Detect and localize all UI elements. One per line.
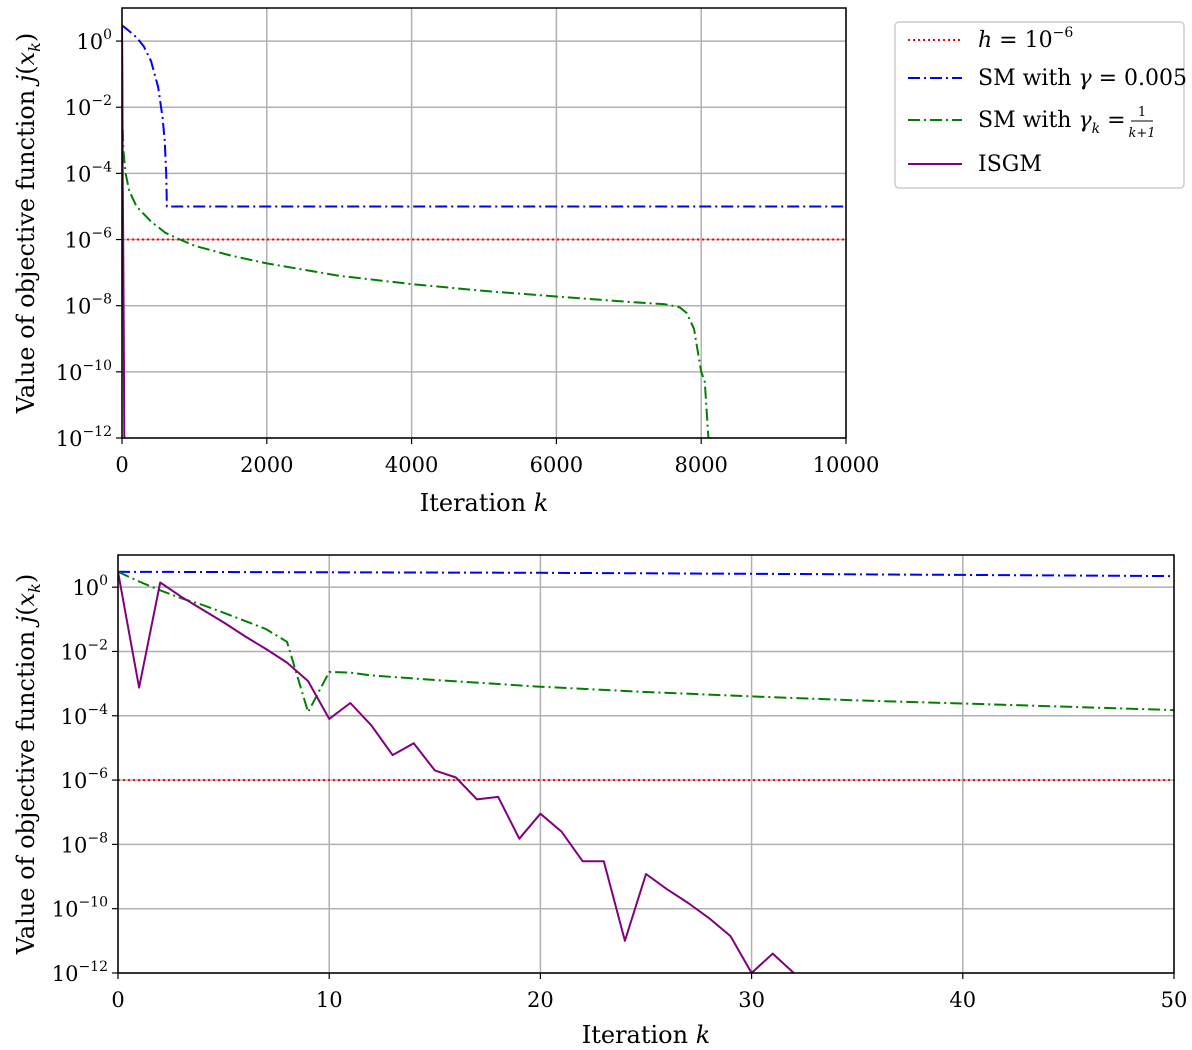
bottom-x-tick-label-30: 30 bbox=[738, 988, 765, 1012]
top-series-sm-diminishing bbox=[122, 107, 711, 438]
top-y-tick-label--4: 10−4 bbox=[65, 159, 112, 186]
top-y-tick-label-0: 100 bbox=[76, 27, 112, 54]
top-y-tick-label--10: 10−10 bbox=[56, 358, 112, 385]
bottom-x-tick-label-0: 0 bbox=[111, 988, 124, 1012]
top-y-tick-label--2: 10−2 bbox=[65, 93, 112, 120]
bottom-grid bbox=[117, 555, 1175, 974]
bottom-x-tick-label-20: 20 bbox=[527, 988, 554, 1012]
bottom-x-axis-label: Iteration k bbox=[582, 1021, 711, 1049]
bottom-series-sm-diminishing bbox=[118, 570, 1174, 714]
top-x-tick-label-10000: 10000 bbox=[813, 453, 880, 477]
top-x-tick-label-6000: 6000 bbox=[530, 453, 583, 477]
bottom-series-group bbox=[118, 570, 1174, 973]
legend-box bbox=[894, 21, 1185, 189]
legend-label-isgm: ISGM bbox=[978, 152, 1042, 177]
bottom-y-axis-label: Value of objective function j(xk) bbox=[12, 574, 44, 956]
legend-label-sm-constant: SM with γ = 0.005 bbox=[978, 66, 1187, 91]
top-x-tick-label-4000: 4000 bbox=[385, 453, 438, 477]
top-series-group bbox=[122, 24, 846, 438]
svg-text:Value of objective function j(: Value of objective function j(xk) bbox=[12, 33, 44, 415]
top-y-axis-label: Value of objective function j(xk) bbox=[12, 33, 44, 415]
top-tick-labels: 0 2000 4000 6000 8000 10000 100 10−2 10−4 10−6 10−… bbox=[56, 27, 880, 477]
bottom-plot: 0 10 20 30 40 50 100 10−2 10−4 10−6 10−8 10−10 10−12… bbox=[12, 554, 1188, 1049]
top-y-tick-label--6: 10−6 bbox=[65, 226, 112, 253]
top-y-tick-label--8: 10−8 bbox=[65, 292, 112, 319]
svg-text:SM with γ = 0.005: SM with γ = 0.005 bbox=[978, 66, 1187, 91]
legend-label-h: h = 10−6 bbox=[978, 25, 1073, 53]
svg-text:SM with γk =: SM with γk = bbox=[978, 108, 1126, 137]
top-x-tick-label-8000: 8000 bbox=[674, 453, 727, 477]
svg-text:Value of objective function j(: Value of objective function j(xk) bbox=[12, 574, 44, 956]
top-plot: 0 2000 4000 6000 8000 10000 100 10−2 10−4 10−6 10−… bbox=[12, 7, 880, 517]
legend: h = 10−6 SM with γ = 0.005 SM with γk = … bbox=[894, 21, 1187, 189]
bottom-series-sm-constant bbox=[118, 570, 1174, 578]
bottom-y-tick-label--4: 10−4 bbox=[61, 702, 108, 729]
svg-text:k+1: k+1 bbox=[1128, 126, 1155, 141]
top-x-axis-label: Iteration k bbox=[420, 489, 549, 517]
top-grid bbox=[121, 8, 847, 439]
bottom-y-tick-label--2: 10−2 bbox=[61, 637, 108, 664]
bottom-x-tick-label-50: 50 bbox=[1161, 988, 1188, 1012]
svg-text:h = 10−6: h = 10−6 bbox=[978, 25, 1073, 53]
bottom-y-tick-label-0: 100 bbox=[72, 573, 108, 600]
bottom-axes-frame bbox=[117, 554, 1175, 974]
top-x-tick-label-0: 0 bbox=[115, 453, 128, 477]
bottom-y-tick-label--8: 10−8 bbox=[61, 830, 108, 857]
bottom-y-tick-label--10: 10−10 bbox=[52, 895, 108, 922]
top-x-tick-label-2000: 2000 bbox=[240, 453, 293, 477]
top-y-tick-label--12: 10−12 bbox=[56, 424, 112, 451]
bottom-y-tick-label--6: 10−6 bbox=[61, 766, 108, 793]
bottom-y-tick-label--12: 10−12 bbox=[52, 959, 108, 986]
bottom-x-tick-label-10: 10 bbox=[316, 988, 343, 1012]
top-axes-frame bbox=[121, 7, 847, 439]
bottom-series-isgm bbox=[118, 571, 795, 973]
legend-label-sm-diminishing: SM with γk = 1 k+1 bbox=[978, 105, 1156, 141]
bottom-tick-labels: 0 10 20 30 40 50 100 10−2 10−4 10−6 10−8 10−10 10−12 bbox=[52, 573, 1188, 1012]
svg-text:1: 1 bbox=[1138, 105, 1146, 120]
bottom-x-tick-label-40: 40 bbox=[949, 988, 976, 1012]
top-series-sm-constant bbox=[122, 24, 846, 208]
